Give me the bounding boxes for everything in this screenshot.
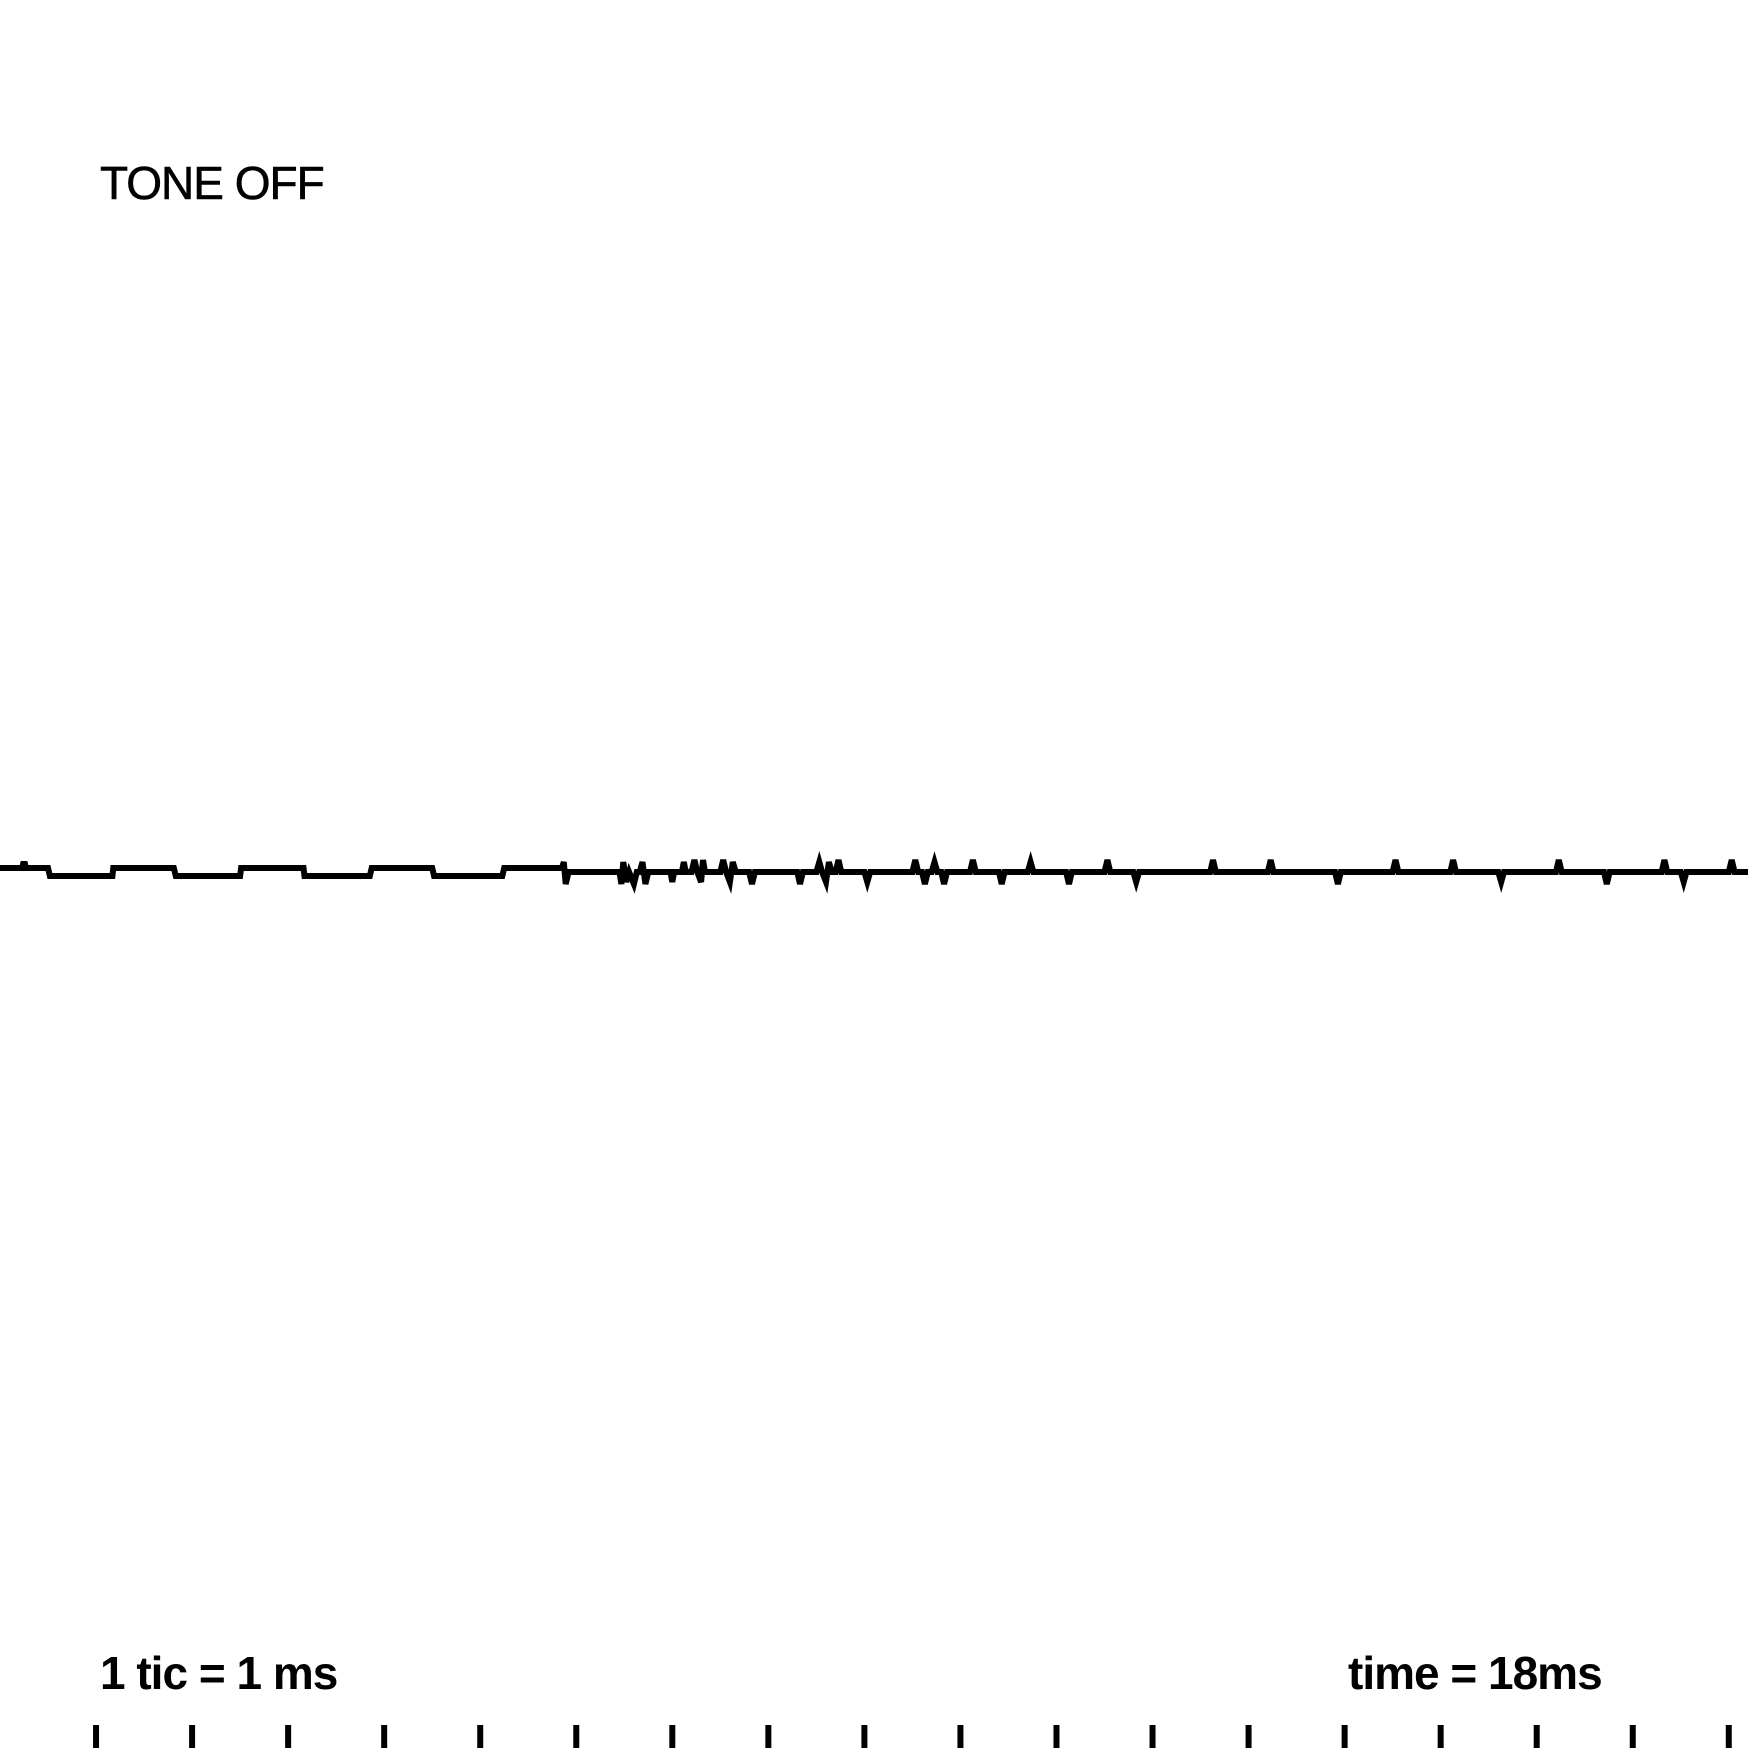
trace-layer [0, 851, 1748, 894]
time-axis-ticks [93, 1725, 1732, 1748]
tone-status-label: TONE OFF [100, 157, 325, 209]
elapsed-time-label: time = 18ms [1348, 1647, 1603, 1699]
waveform-trace-0 [0, 851, 1748, 894]
time-scale-label: 1 tic = 1 ms [100, 1647, 338, 1699]
